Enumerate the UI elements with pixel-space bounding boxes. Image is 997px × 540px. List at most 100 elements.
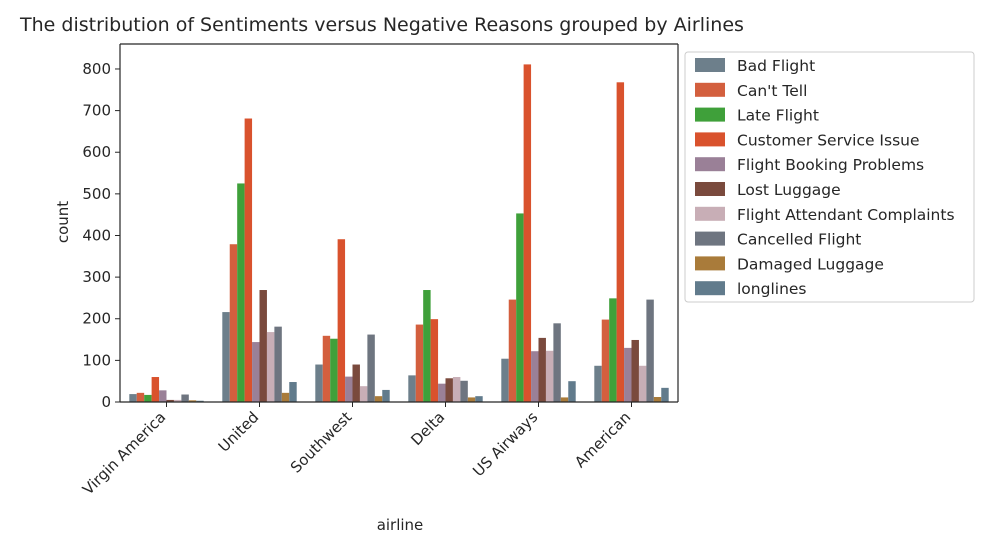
bar (516, 213, 524, 402)
legend-label: Cancelled Flight (737, 231, 861, 249)
bar (609, 298, 617, 402)
bar (144, 394, 152, 402)
bar (523, 64, 532, 403)
bar (330, 338, 338, 402)
bar (237, 183, 245, 402)
legend-label: Customer Service Issue (737, 131, 920, 149)
bar (408, 375, 416, 402)
legend-swatch (695, 231, 725, 246)
bar (289, 382, 297, 402)
bar (631, 339, 639, 402)
legend-label: Flight Booking Problems (737, 156, 924, 174)
x-tick-label: United (215, 408, 263, 456)
bar (531, 351, 539, 402)
bar (501, 358, 509, 402)
bar (560, 397, 569, 402)
bar (229, 244, 238, 402)
bar (415, 324, 424, 402)
bar (452, 377, 461, 402)
bar (337, 239, 346, 402)
legend-box (684, 51, 975, 303)
bar (281, 392, 290, 402)
bar (266, 332, 275, 402)
legend-swatch (695, 58, 725, 72)
bar (545, 350, 554, 402)
bar (423, 290, 431, 402)
bar (345, 376, 353, 402)
legend-swatch (695, 157, 725, 172)
bar (438, 383, 446, 402)
x-axis-label: airline (377, 516, 424, 534)
legend-label: Lost Luggage (737, 181, 841, 199)
y-tick-label: 700 (82, 102, 111, 120)
legend-swatch (695, 182, 725, 196)
bar (359, 386, 368, 402)
legend-swatch (695, 281, 725, 296)
bar (553, 323, 561, 402)
bar (188, 400, 197, 402)
bar (352, 364, 360, 402)
legend-swatch (695, 132, 725, 147)
plot-area: 0 100 200 300 400 500 600 700 800 Virgin America U… (79, 43, 679, 498)
bar (151, 377, 160, 402)
x-tick-label: Delta (407, 408, 448, 449)
bar (445, 378, 453, 402)
bar (367, 334, 375, 402)
bar (568, 381, 576, 402)
bar (616, 82, 625, 403)
bar (322, 335, 331, 402)
y-tick-label: 800 (82, 60, 111, 78)
bar (594, 365, 602, 402)
bar (274, 326, 282, 402)
bar (129, 394, 137, 402)
bar (601, 319, 610, 402)
x-tick-label: Virgin America (79, 408, 169, 498)
bar (252, 342, 260, 402)
x-tick-label: American (571, 408, 634, 471)
bar (624, 347, 632, 402)
bar (222, 312, 230, 402)
chart-title: The distribution of Sentiments versus Ne… (19, 14, 744, 36)
legend-label: Late Flight (737, 107, 819, 125)
bar (374, 396, 383, 402)
bar (430, 319, 439, 402)
bar (646, 299, 654, 402)
bar (508, 299, 517, 402)
bar (259, 290, 267, 402)
legend-swatch (695, 256, 725, 271)
legend-swatch (695, 206, 725, 221)
bar (315, 364, 323, 402)
legend-swatch (695, 107, 725, 122)
legend-label: Damaged Luggage (737, 255, 884, 273)
y-tick-label: 600 (82, 143, 111, 161)
legend: Bad Flight Can't Tell Late Flight Customer … (684, 51, 975, 303)
bar (467, 397, 476, 402)
y-tick-label: 300 (82, 268, 111, 286)
bar (475, 396, 483, 402)
legend-label: Can't Tell (737, 82, 807, 100)
bar (382, 389, 390, 402)
bar (653, 397, 662, 402)
y-axis-label: count (54, 201, 72, 243)
bar (159, 390, 167, 402)
bar (136, 392, 145, 402)
legend-label: Bad Flight (737, 57, 815, 75)
x-tick-label: US Airways (469, 408, 541, 480)
y-tick-label: 0 (101, 393, 111, 411)
x-tick-label: Southwest (287, 408, 356, 477)
bar (181, 394, 189, 402)
bar (173, 399, 182, 402)
bar (460, 380, 468, 402)
legend-swatch (695, 82, 725, 97)
bar (244, 118, 253, 402)
y-tick-label: 100 (82, 351, 111, 369)
bar (196, 400, 204, 402)
bar (166, 399, 174, 402)
bar (661, 387, 669, 402)
bar (638, 365, 647, 402)
bar (538, 337, 546, 402)
legend-label: longlines (737, 280, 807, 298)
y-tick-label: 500 (82, 185, 111, 203)
legend-label: Flight Attendant Complaints (737, 206, 955, 224)
